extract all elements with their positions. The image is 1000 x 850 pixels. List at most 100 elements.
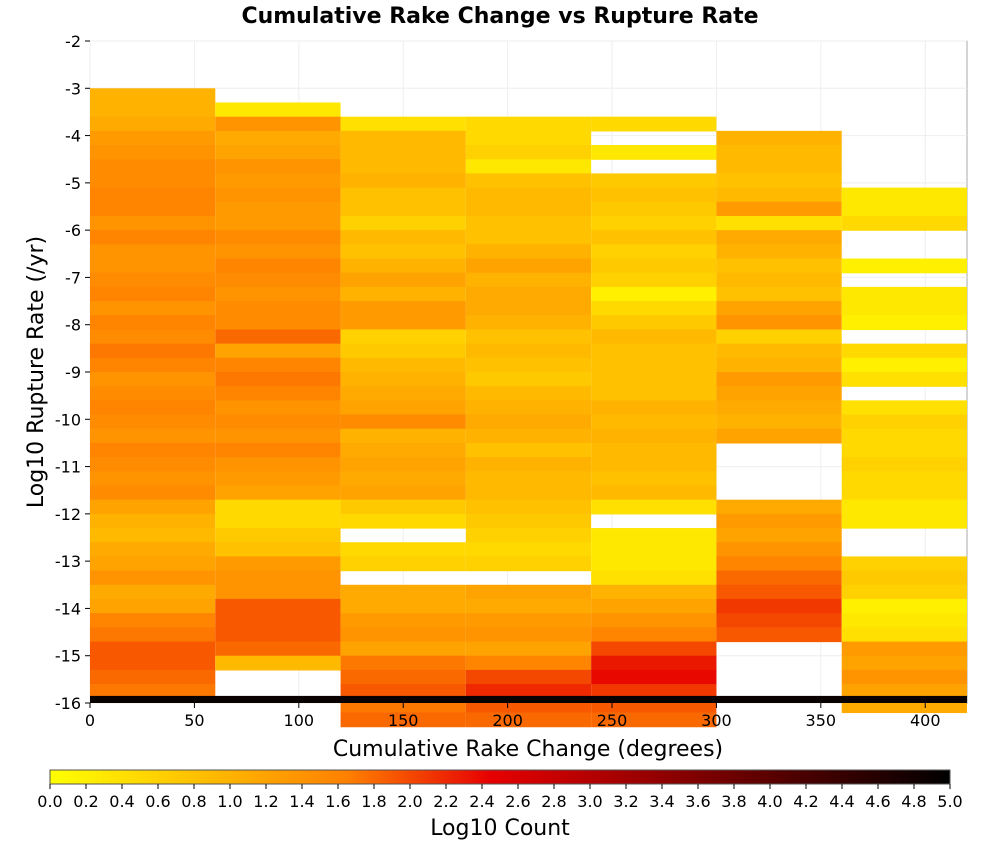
x-tick-label: 150	[388, 711, 419, 730]
heatmap-cell	[465, 598, 592, 614]
heatmap-cell	[215, 542, 341, 558]
heatmap-cell	[841, 258, 967, 274]
x-axis-label: Cumulative Rake Change (degrees)	[333, 737, 723, 762]
heatmap-cell	[465, 258, 592, 274]
heatmap-cell	[90, 471, 216, 487]
x-tick-label: 350	[806, 711, 837, 730]
heatmap-cell	[841, 315, 967, 331]
heatmap-cell	[340, 343, 466, 359]
heatmap-cell	[591, 329, 717, 345]
heatmap-cell	[215, 301, 341, 316]
heatmap-cell	[340, 542, 466, 558]
heatmap-cell	[90, 215, 216, 231]
heatmap-cell	[215, 499, 341, 515]
colorbar-tick-label: 0.4	[109, 792, 134, 811]
colorbar-tick-label: 5.0	[937, 792, 962, 811]
heatmap-cell	[90, 570, 216, 586]
heatmap-cell	[90, 542, 216, 558]
heatmap-cell	[465, 130, 592, 146]
heatmap-cell	[841, 357, 967, 373]
heatmap-cell	[591, 414, 717, 430]
heatmap-cell	[841, 400, 967, 416]
colorbar-tick-label: 3.4	[649, 792, 674, 811]
heatmap-cell	[465, 201, 592, 217]
heatmap-cell	[215, 272, 341, 288]
x-tick-label: 0	[85, 711, 95, 730]
heatmap-cell	[90, 428, 216, 444]
heatmap-cell	[340, 215, 466, 231]
colorbar-tick-label: 3.0	[577, 792, 602, 811]
heatmap-cell	[340, 684, 466, 699]
heatmap-cell	[716, 145, 842, 160]
heatmap-cell	[591, 684, 717, 699]
heatmap-cell	[716, 386, 842, 401]
y-tick-label: -16	[55, 694, 81, 713]
heatmap-cell	[90, 329, 216, 345]
heatmap-cell	[465, 414, 592, 430]
heatmap-cell	[215, 655, 341, 671]
heatmap-cell	[716, 230, 842, 245]
heatmap-cell	[90, 357, 216, 373]
heatmap-cell	[90, 130, 216, 146]
heatmap-cell	[716, 286, 842, 302]
heatmap-cell	[465, 641, 592, 657]
heatmap-cell	[591, 712, 717, 728]
heatmap-cell	[716, 542, 842, 558]
heatmap-cell	[215, 258, 341, 274]
heatmap-cell	[90, 201, 216, 217]
heatmap-cell	[215, 102, 341, 118]
x-tick-label: 50	[184, 711, 204, 730]
heatmap-cell	[591, 343, 717, 359]
heatmap-cell	[90, 457, 216, 472]
heatmap-cell	[340, 159, 466, 174]
colorbar-tick-label: 2.6	[505, 792, 530, 811]
heatmap-cell	[90, 386, 216, 401]
heatmap-cell	[90, 301, 216, 316]
heatmap-cell	[90, 343, 216, 359]
y-axis-label: Log10 Rupture Rate (/yr)	[24, 236, 49, 508]
heatmap-cell	[591, 499, 717, 515]
heatmap-cell	[90, 244, 216, 260]
heatmap-cell	[841, 301, 967, 316]
colorbar-tick-label: 0.2	[73, 792, 98, 811]
heatmap-cell	[215, 372, 341, 387]
colorbar-ticks: 0.0 0.2 0.4 0.6 0.8 1.0 1.2 1.4 1.6 1.8 2.0 2.2 2.4 2…	[37, 784, 963, 811]
heatmap-cell	[90, 655, 216, 671]
heatmap-cell	[716, 258, 842, 274]
heatmap-cell	[465, 712, 592, 728]
heatmap-cell	[591, 116, 717, 132]
heatmap-cell	[340, 386, 466, 401]
heatmap-cell	[465, 485, 592, 501]
heatmap-cell	[591, 357, 717, 373]
heatmap-cell	[841, 641, 967, 657]
heatmap-cell	[591, 173, 717, 189]
heatmap-cell	[90, 442, 216, 458]
heatmap-cell	[340, 669, 466, 685]
heatmap-cell	[215, 244, 341, 260]
heatmap-cell	[591, 286, 717, 302]
heatmap-cell	[215, 414, 341, 430]
heatmap-cell	[215, 471, 341, 487]
heatmap-cell	[591, 669, 717, 685]
heatmap-cell	[841, 187, 967, 203]
heatmap-cell	[716, 499, 842, 515]
heatmap-cell	[90, 372, 216, 387]
heatmap-cell	[90, 528, 216, 543]
heatmap-cell	[465, 471, 592, 487]
heatmap-cell	[90, 499, 216, 515]
heatmap-cell	[591, 598, 717, 614]
heatmap-cell	[591, 386, 717, 401]
heatmap-cell	[841, 201, 967, 217]
heatmap-cell	[340, 145, 466, 160]
heatmap-cell	[841, 627, 967, 643]
heatmap-cell	[591, 641, 717, 657]
heatmap-cell	[591, 272, 717, 288]
heatmap-cell	[841, 655, 967, 671]
heatmap-cell	[340, 400, 466, 416]
heatmap-cell	[215, 584, 341, 600]
y-axis-ticks: -2 -3 -4 -5 -6 -7 -8 -9 -10 -11 -12 -13 -14 -15 -16	[55, 32, 90, 713]
heatmap-cell	[591, 442, 717, 458]
heatmap-cell	[591, 485, 717, 501]
heatmap-cell	[215, 173, 341, 189]
heatmap-cell	[340, 187, 466, 203]
